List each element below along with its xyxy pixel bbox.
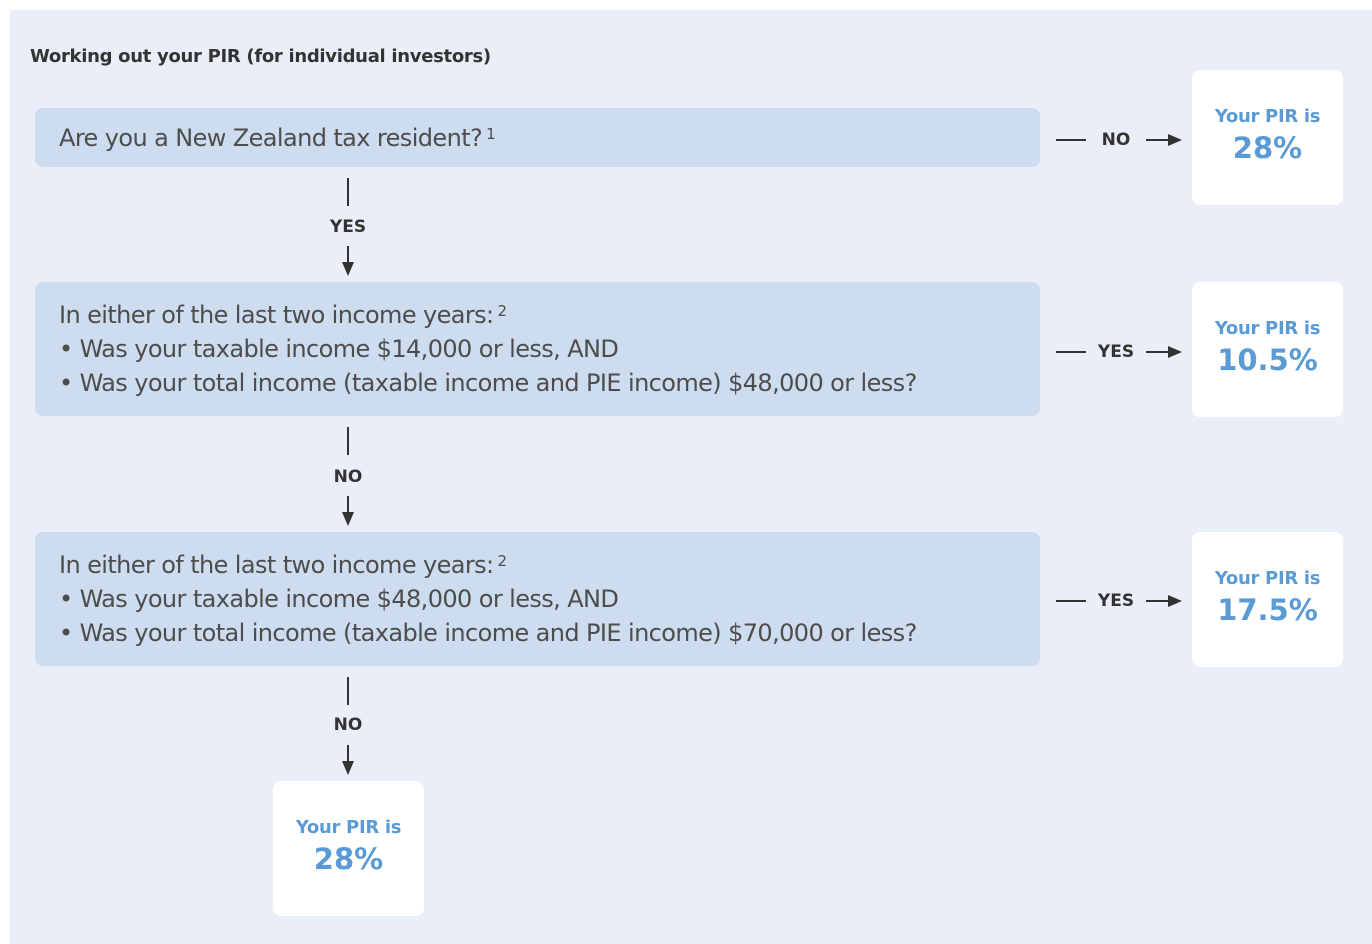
result-box: Your PIR is 28% [273, 781, 424, 916]
question-box: In either of the last two income years: 2… [35, 282, 1040, 416]
title: Working out your PIR (for individual inv… [30, 46, 491, 67]
result-rate: 28% [313, 842, 384, 876]
edge: NO [1056, 130, 1182, 150]
result-label: Your PIR is [295, 817, 402, 838]
result-box: Your PIR is 28% [1192, 70, 1343, 205]
footnote: 2 [497, 552, 508, 570]
question-text: Are you a New Zealand tax resident? [59, 123, 483, 152]
edge-label: NO [334, 467, 363, 487]
bullet: • Was your taxable income $14,000 or les… [59, 335, 619, 363]
question-text: In either of the last two income years: [59, 301, 494, 329]
question-box: Are you a New Zealand tax resident? 1 [35, 108, 1040, 167]
edge-label: YES [329, 217, 366, 237]
edge-label: YES [1097, 342, 1134, 362]
result-label: Your PIR is [1214, 568, 1321, 589]
result-box: Your PIR is 10.5% [1192, 282, 1343, 417]
edge-label: NO [334, 715, 363, 735]
bullet: • Was your total income (taxable income … [59, 369, 917, 397]
result-label: Your PIR is [1214, 318, 1321, 339]
result-rate: 10.5% [1217, 343, 1318, 377]
edge: NO [334, 427, 363, 526]
result-box: Your PIR is 17.5% [1192, 532, 1343, 667]
bullet: • Was your taxable income $48,000 or les… [59, 585, 619, 613]
edge-label: YES [1097, 591, 1134, 611]
edge: YES [329, 178, 366, 276]
result-rate: 28% [1232, 131, 1303, 165]
edge: YES [1056, 591, 1182, 611]
footnote: 1 [486, 124, 496, 143]
edge-label: NO [1102, 130, 1131, 150]
edge: NO [334, 677, 363, 775]
bullet: • Was your total income (taxable income … [59, 619, 917, 647]
footnote: 2 [497, 302, 508, 320]
question-box: In either of the last two income years: 2… [35, 532, 1040, 666]
question-text: In either of the last two income years: [59, 551, 494, 579]
result-rate: 17.5% [1217, 593, 1318, 627]
result-label: Your PIR is [1214, 106, 1321, 127]
edge: YES [1056, 342, 1182, 362]
